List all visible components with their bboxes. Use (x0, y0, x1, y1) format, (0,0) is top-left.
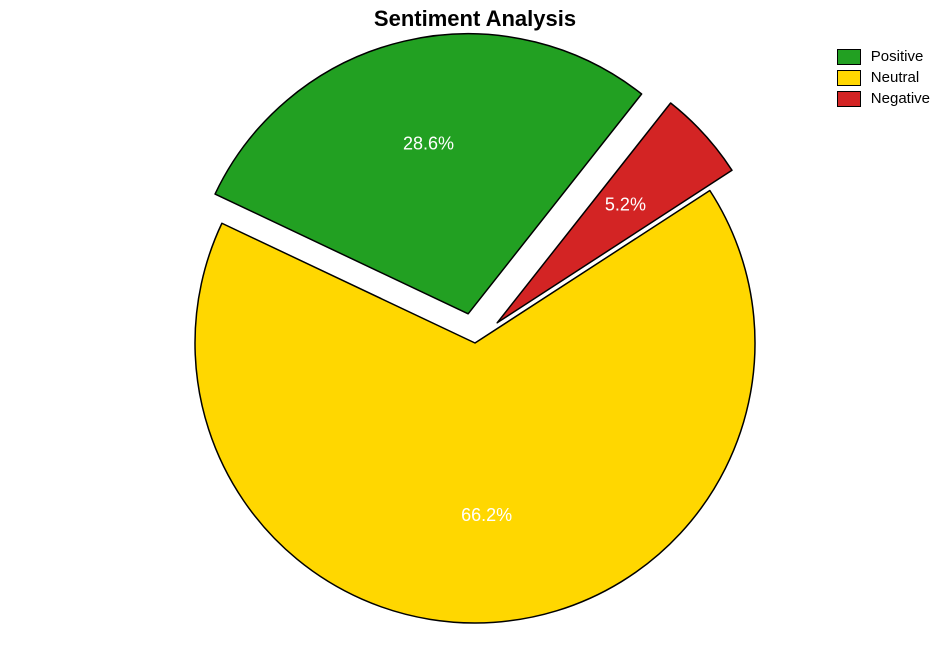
pie-label-positive: 28.6% (403, 134, 454, 154)
legend-label: Positive (871, 48, 924, 65)
legend-item: Positive (837, 48, 930, 65)
legend-label: Neutral (871, 69, 919, 86)
pie-chart: 66.2% 28.6% 5.2% (0, 0, 950, 662)
legend-swatch-neutral (837, 70, 861, 86)
legend-swatch-positive (837, 49, 861, 65)
legend-swatch-negative (837, 91, 861, 107)
legend-item: Negative (837, 90, 930, 107)
pie-label-neutral: 66.2% (461, 505, 512, 525)
legend-label: Negative (871, 90, 930, 107)
pie-label-negative: 5.2% (605, 195, 646, 215)
legend: Positive Neutral Negative (837, 48, 930, 111)
legend-item: Neutral (837, 69, 930, 86)
